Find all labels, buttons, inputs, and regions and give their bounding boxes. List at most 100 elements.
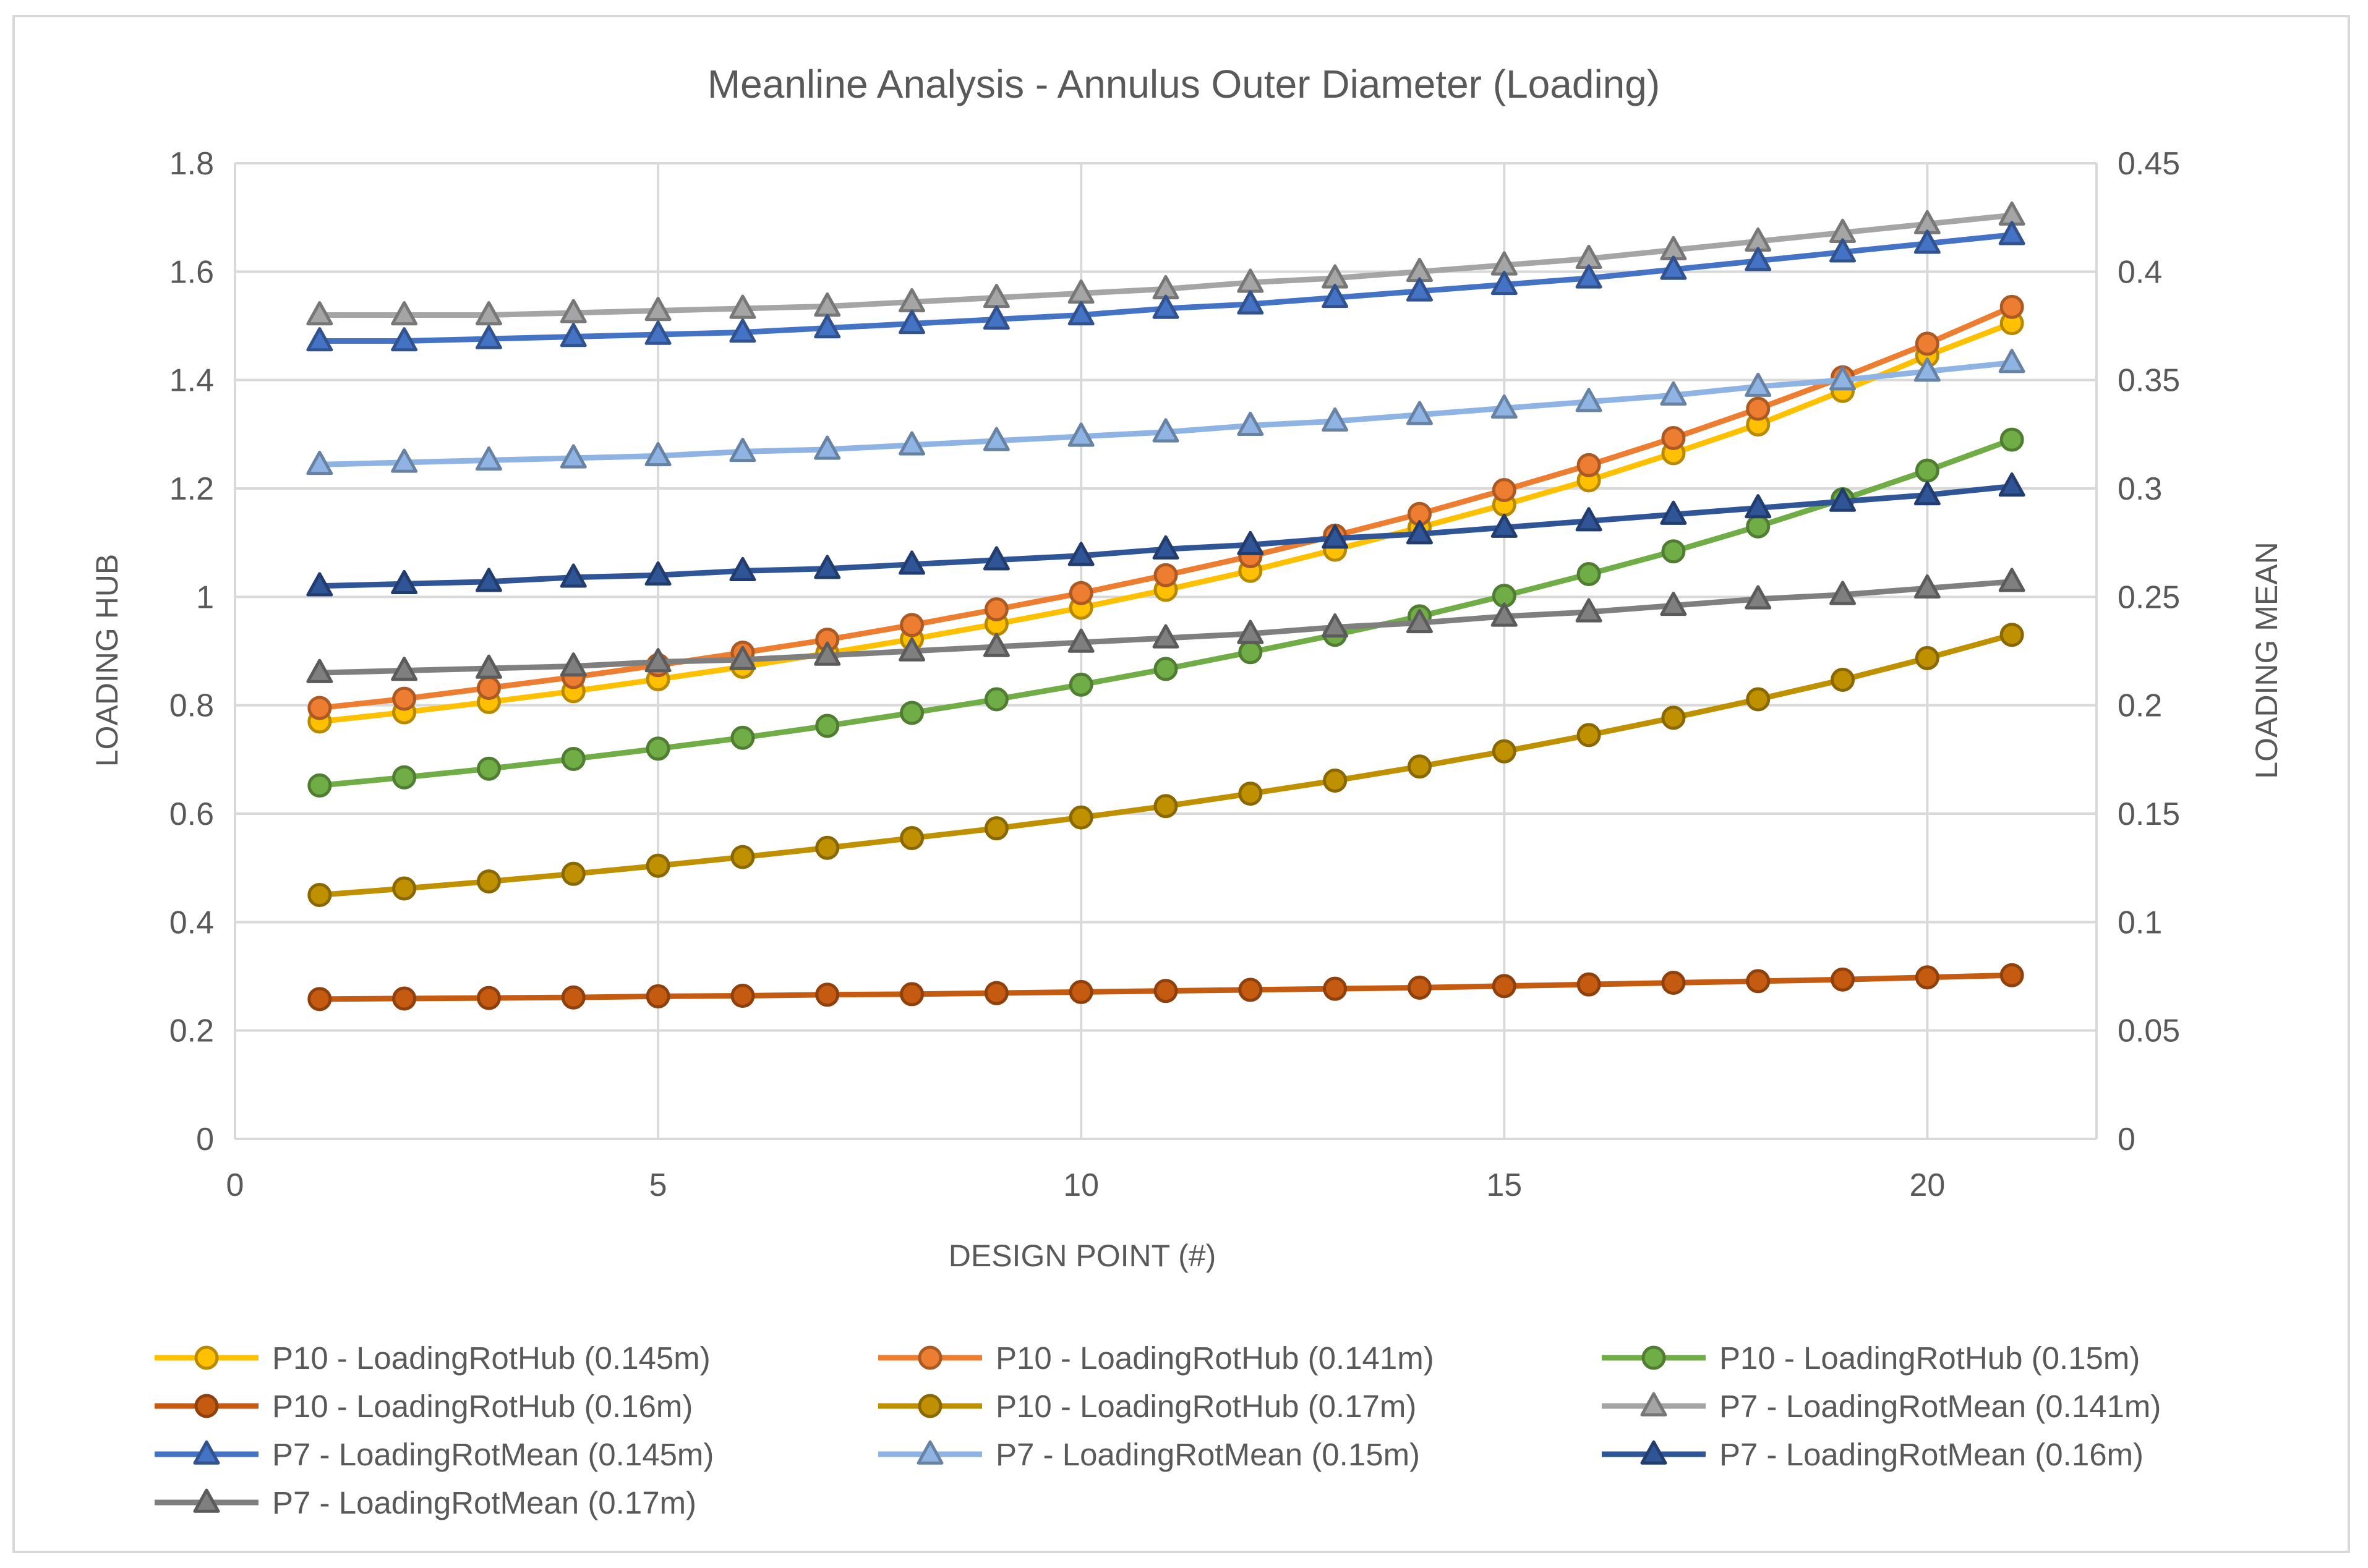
legend-item: P7 - LoadingRotMean (0.141m): [1602, 1389, 2161, 1424]
data-point: [307, 987, 332, 1012]
data-point: [1998, 349, 2025, 373]
data-point: [1067, 301, 1095, 326]
data-point: [306, 658, 333, 683]
data-point: [1323, 976, 1348, 1001]
legend-marker: [1640, 1440, 1667, 1465]
legend-marker: [193, 1440, 220, 1465]
data-point: [1745, 247, 1772, 271]
data-point: [646, 736, 670, 761]
legend-marker: [194, 1345, 219, 1370]
data-point: [814, 555, 841, 579]
y-tick-label: 1.2: [169, 471, 214, 507]
data-point: [1913, 357, 1941, 382]
data-point: [307, 696, 332, 720]
y2-tick-label: 0.2: [2118, 688, 2162, 724]
data-point: [391, 569, 418, 595]
legend-item: P7 - LoadingRotMean (0.16m): [1602, 1437, 2144, 1472]
data-point: [1745, 585, 1772, 610]
data-point: [560, 563, 587, 588]
series-8: [306, 349, 2025, 475]
chart-svg: Meanline Analysis - Annulus Outer Diamet…: [90, 62, 2284, 1520]
data-point: [1829, 581, 1857, 605]
data-point: [1831, 667, 1855, 692]
data-point: [1238, 782, 1263, 806]
data-point: [1490, 602, 1518, 627]
data-point: [1067, 628, 1095, 653]
data-point: [1746, 514, 1771, 539]
data-point: [1406, 608, 1433, 634]
data-point: [1490, 513, 1518, 538]
data-point: [1746, 687, 1771, 712]
data-point: [1152, 418, 1179, 443]
y-tick-label: 0.8: [169, 688, 214, 724]
data-point: [1746, 969, 1771, 994]
data-point: [1576, 562, 1601, 587]
x-axis-title: DESIGN POINT (#): [949, 1238, 1216, 1273]
data-point: [1661, 425, 1686, 450]
series-3: [307, 427, 2024, 798]
data-point: [644, 561, 672, 586]
legend-marker: [918, 1394, 942, 1418]
data-point: [1660, 500, 1687, 525]
data-point: [1322, 524, 1349, 549]
data-point: [391, 448, 418, 473]
data-point: [475, 446, 502, 471]
data-point: [1152, 535, 1179, 560]
data-point: [984, 981, 1009, 1005]
data-point: [1407, 975, 1432, 1000]
data-point: [1998, 221, 2025, 245]
data-point: [1153, 657, 1178, 681]
data-point: [1406, 401, 1433, 425]
data-point: [1829, 238, 1857, 263]
series-10: [306, 568, 2025, 683]
data-point: [899, 310, 926, 334]
data-point: [1661, 539, 1686, 564]
data-point: [814, 435, 841, 460]
data-point: [1238, 640, 1263, 665]
data-point: [729, 556, 756, 582]
data-point: [984, 597, 1009, 621]
y2-tick-label: 0.05: [2118, 1013, 2180, 1049]
data-point: [1998, 472, 2025, 497]
data-point: [729, 318, 756, 343]
data-point: [1069, 581, 1093, 605]
legend-item: P10 - LoadingRotHub (0.141m): [878, 1340, 1434, 1376]
data-point: [1915, 965, 1939, 990]
legend-label: P7 - LoadingRotMean (0.17m): [272, 1485, 696, 1520]
data-point: [391, 301, 418, 326]
data-point: [1492, 739, 1516, 764]
data-point: [476, 756, 501, 781]
data-point: [730, 845, 755, 869]
data-point: [1406, 520, 1433, 545]
series-7: [306, 221, 2025, 352]
data-point: [1152, 294, 1179, 319]
y2-tick-label: 0: [2118, 1122, 2135, 1157]
series-lines: [306, 201, 2025, 1012]
y-tick-label: 0: [196, 1122, 214, 1157]
data-point: [1407, 754, 1432, 779]
data-point: [392, 986, 417, 1011]
data-point: [730, 725, 755, 750]
data-point: [1069, 805, 1093, 830]
y-tick-label: 1: [196, 579, 214, 615]
data-point: [1661, 705, 1686, 730]
data-point: [729, 437, 756, 462]
data-point: [1575, 598, 1602, 623]
legend-item: P10 - LoadingRotHub (0.17m): [878, 1389, 1416, 1424]
data-point: [814, 641, 841, 666]
series-9: [306, 472, 2025, 597]
data-point: [1575, 388, 1602, 412]
series-5: [307, 623, 2024, 907]
data-point: [1153, 979, 1178, 1003]
data-point: [561, 985, 586, 1010]
y-tick-label: 0.4: [169, 905, 214, 940]
data-point: [475, 654, 502, 679]
y-tick-label: 0.6: [169, 796, 214, 832]
data-point: [307, 883, 332, 907]
data-point: [1999, 427, 2024, 452]
data-point: [1829, 366, 1857, 391]
data-point: [306, 450, 333, 475]
data-point: [1322, 613, 1349, 638]
data-point: [1492, 974, 1516, 999]
data-point: [983, 427, 1010, 451]
